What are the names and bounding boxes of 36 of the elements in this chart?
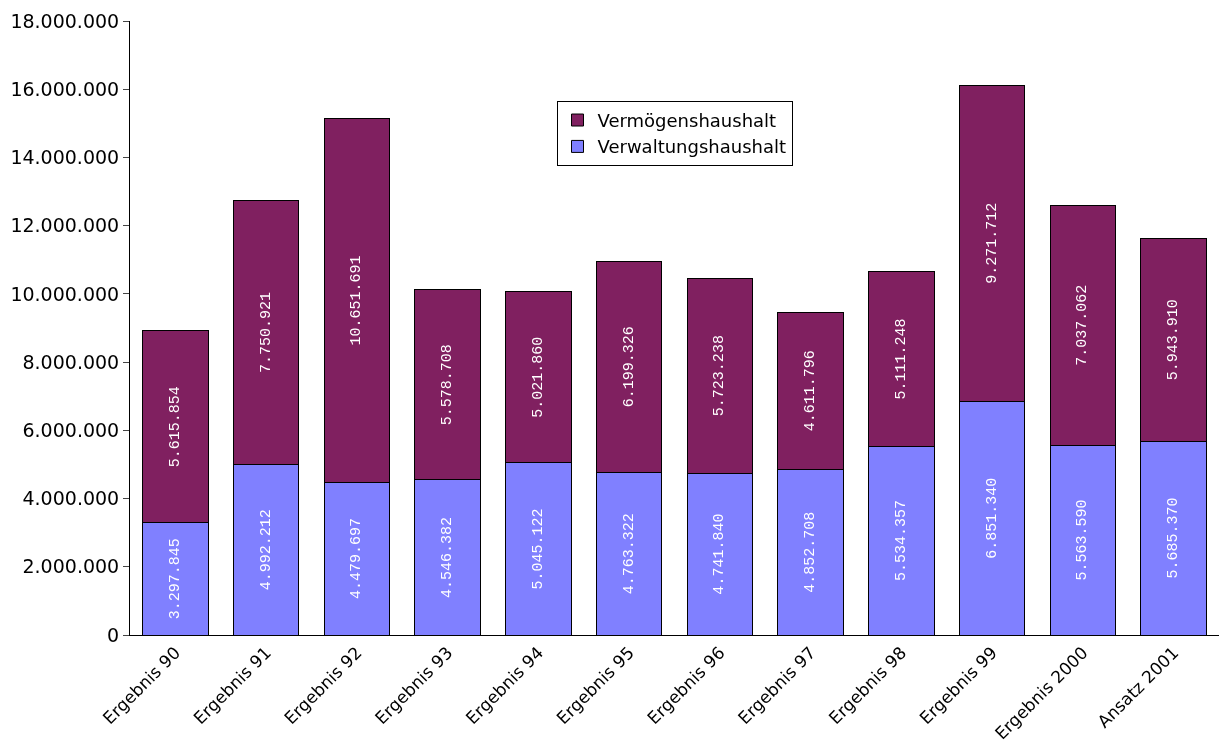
data-label: 5.021.860 [529, 336, 547, 418]
y-tick-label: 10.000.000 [10, 282, 120, 305]
data-label: 4.852.708 [802, 511, 820, 593]
y-tick-label: 8.000.000 [22, 350, 120, 373]
data-label: 5.685.370 [1165, 497, 1183, 579]
y-tick-label: 2.000.000 [22, 555, 120, 578]
data-label: 5.615.854 [166, 386, 184, 468]
data-label: 9.271.712 [983, 202, 1001, 284]
data-label: 5.578.708 [439, 344, 457, 426]
data-label: 10.651.691 [348, 255, 366, 346]
y-tick-label: 14.000.000 [10, 146, 120, 169]
data-label: 7.037.062 [1074, 284, 1092, 366]
legend-label: Verwaltungshaushalt [597, 136, 787, 158]
data-label: 6.199.326 [620, 326, 638, 408]
data-label: 4.546.382 [439, 516, 457, 598]
y-tick-label: 16.000.000 [10, 77, 120, 100]
legend-label: Vermögenshaushalt [597, 110, 777, 132]
data-label: 3.297.845 [166, 538, 184, 620]
data-label: 4.763.322 [620, 513, 638, 595]
data-label: 4.479.697 [348, 518, 366, 600]
y-tick-label: 18.000.000 [10, 9, 120, 32]
data-label: 7.750.921 [257, 292, 275, 374]
y-tick-label: 12.000.000 [10, 214, 120, 237]
y-tick-label: 4.000.000 [22, 487, 120, 510]
data-label: 4.992.212 [257, 509, 275, 591]
data-label: 5.723.238 [711, 335, 729, 417]
data-label: 4.611.796 [802, 350, 820, 432]
data-label: 4.741.840 [711, 513, 729, 595]
data-label: 5.563.590 [1074, 499, 1092, 581]
data-label: 5.111.248 [892, 318, 910, 400]
y-tick-label: 6.000.000 [22, 418, 120, 441]
y-tick-label: 0 [107, 623, 120, 646]
data-label: 5.943.910 [1165, 299, 1183, 381]
data-label: 5.045.122 [529, 508, 547, 590]
data-label: 6.851.340 [983, 477, 1001, 559]
data-label: 5.534.357 [892, 500, 910, 582]
